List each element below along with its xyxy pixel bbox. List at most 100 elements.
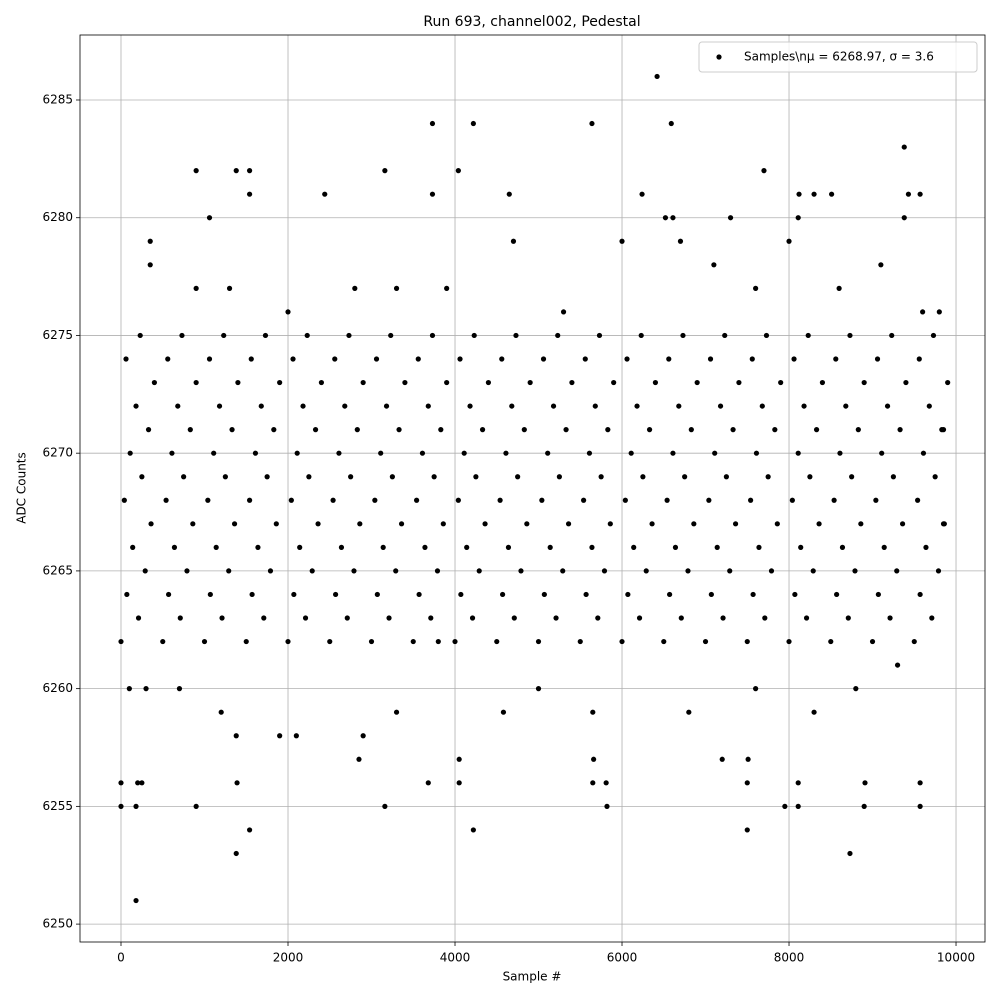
data-point bbox=[398, 521, 405, 527]
data-point bbox=[515, 474, 521, 480]
data-point bbox=[422, 544, 428, 550]
data-point bbox=[829, 191, 835, 197]
data-point bbox=[887, 615, 893, 621]
data-point bbox=[539, 497, 545, 503]
data-point bbox=[386, 615, 392, 621]
data-point bbox=[338, 544, 345, 550]
y-tick-label: 6280 bbox=[42, 210, 73, 224]
data-point bbox=[786, 638, 792, 645]
data-point bbox=[513, 332, 519, 339]
data-point bbox=[935, 568, 942, 574]
data-point bbox=[761, 168, 767, 174]
x-axis-label: Sample # bbox=[503, 970, 562, 984]
data-point bbox=[624, 356, 630, 362]
data-point bbox=[396, 427, 402, 433]
data-point bbox=[476, 568, 482, 574]
data-point bbox=[801, 403, 807, 409]
data-point bbox=[670, 215, 676, 221]
grid bbox=[80, 35, 985, 942]
data-point bbox=[569, 379, 575, 386]
data-point bbox=[145, 427, 152, 433]
data-point bbox=[500, 709, 507, 715]
data-point bbox=[510, 238, 517, 244]
data-point bbox=[494, 638, 500, 645]
data-point bbox=[470, 827, 476, 833]
data-point bbox=[455, 168, 461, 174]
data-point bbox=[121, 497, 127, 503]
data-point bbox=[226, 285, 233, 291]
data-point bbox=[130, 544, 136, 550]
data-point bbox=[246, 168, 253, 174]
data-point bbox=[193, 168, 199, 174]
data-point bbox=[456, 756, 462, 762]
data-point bbox=[839, 544, 846, 550]
data-point bbox=[591, 756, 597, 762]
data-point bbox=[753, 450, 760, 456]
data-point bbox=[640, 474, 646, 480]
data-point bbox=[233, 733, 239, 739]
data-point bbox=[336, 450, 342, 456]
data-point bbox=[590, 780, 596, 786]
data-point bbox=[852, 568, 858, 574]
data-point bbox=[360, 379, 366, 386]
data-point bbox=[619, 238, 625, 244]
data-point bbox=[207, 591, 213, 598]
data-point bbox=[753, 686, 759, 692]
data-point bbox=[810, 568, 816, 574]
data-point bbox=[869, 638, 876, 645]
x-tick-label: 2000 bbox=[273, 951, 304, 965]
data-point bbox=[782, 803, 788, 809]
data-point bbox=[258, 403, 264, 409]
data-point bbox=[184, 568, 190, 574]
data-point bbox=[137, 332, 143, 339]
data-point bbox=[524, 521, 530, 527]
data-point bbox=[357, 521, 363, 527]
data-point bbox=[706, 497, 712, 503]
data-point bbox=[505, 544, 512, 550]
data-point bbox=[285, 309, 291, 315]
data-point bbox=[833, 356, 839, 362]
data-point bbox=[431, 474, 437, 480]
x-tick-label: 4000 bbox=[440, 951, 471, 965]
data-point bbox=[226, 568, 232, 574]
y-tick-label: 6255 bbox=[42, 799, 73, 813]
data-point bbox=[133, 403, 139, 409]
data-point bbox=[356, 756, 362, 762]
x-tick-label: 8000 bbox=[774, 951, 805, 965]
data-point bbox=[643, 568, 649, 574]
data-point bbox=[521, 427, 527, 433]
data-point bbox=[589, 544, 595, 550]
data-point bbox=[139, 474, 145, 480]
data-point bbox=[807, 474, 813, 480]
data-point bbox=[545, 450, 551, 456]
data-point bbox=[540, 356, 547, 362]
data-point bbox=[795, 215, 801, 221]
data-point bbox=[201, 638, 208, 645]
data-point bbox=[506, 191, 512, 197]
data-point bbox=[470, 120, 476, 127]
data-point bbox=[527, 379, 533, 386]
data-point bbox=[894, 568, 900, 574]
data-point bbox=[803, 615, 810, 621]
data-point bbox=[402, 379, 408, 386]
data-point bbox=[768, 568, 775, 574]
data-point bbox=[425, 780, 431, 786]
data-point bbox=[302, 615, 309, 621]
data-point bbox=[429, 120, 436, 127]
data-point bbox=[169, 450, 175, 456]
legend-box bbox=[698, 41, 978, 73]
data-point bbox=[714, 544, 720, 550]
data-point bbox=[923, 544, 929, 550]
data-point bbox=[461, 450, 467, 456]
data-point bbox=[374, 591, 380, 598]
data-point bbox=[920, 450, 927, 456]
data-point bbox=[458, 591, 464, 598]
data-point bbox=[664, 497, 670, 503]
data-point bbox=[745, 756, 751, 762]
data-point bbox=[595, 615, 601, 621]
data-point bbox=[429, 332, 436, 339]
data-point bbox=[879, 450, 885, 456]
data-point bbox=[393, 568, 399, 574]
data-point bbox=[261, 615, 267, 621]
data-point bbox=[415, 356, 421, 362]
